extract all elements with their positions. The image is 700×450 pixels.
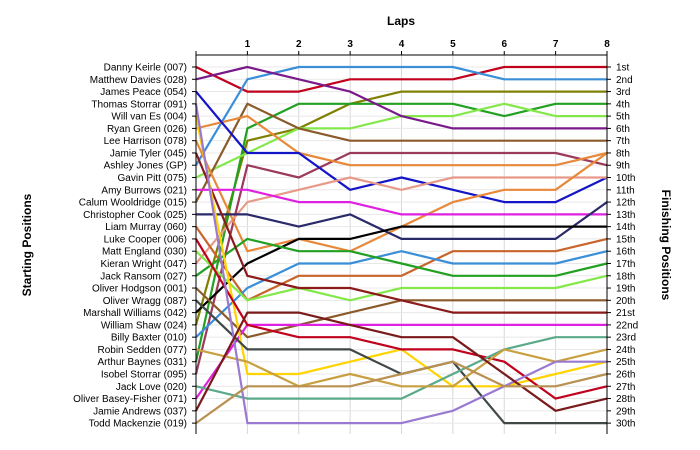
series-line-2 (195, 65, 607, 166)
series-line-7 (195, 102, 607, 203)
starting-position-label: Jamie Andrews (037) (93, 406, 187, 417)
starting-position-label: Ryan Green (026) (107, 124, 187, 135)
starting-position-label: Marshall Williams (042) (83, 308, 187, 319)
starting-position-label: Christopher Cook (025) (83, 210, 187, 221)
finishing-position-label: 3rd (616, 87, 630, 98)
finishing-position-label: 17th (616, 259, 635, 270)
starting-position-label: Calum Wooldridge (015) (79, 198, 187, 209)
starting-position-label: Isobel Storrar (095) (101, 370, 187, 381)
starting-position-label: Jamie Tyler (045) (110, 148, 187, 159)
finishing-position-label: 1st (616, 63, 630, 74)
starting-position-label: Jack Ransom (027) (100, 271, 187, 282)
starting-position-label: William Shaw (024) (101, 320, 187, 331)
series-line-15 (195, 225, 607, 314)
starting-position-label: Amy Burrows (021) (101, 185, 187, 196)
top-axis-label: Laps (387, 14, 415, 28)
x-tick-label: 2 (296, 39, 302, 50)
finishing-position-label: 21st (616, 308, 635, 319)
starting-position-label: Oliver Basey-Fisher (071) (73, 394, 187, 405)
series-line-3 (194, 90, 607, 326)
finishing-position-label: 6th (616, 124, 630, 135)
right-axis-label: Finishing Positions (659, 190, 673, 301)
starting-position-label: Kieran Wright (047) (100, 259, 187, 270)
series-line-4 (194, 102, 607, 362)
series-line-13 (196, 188, 607, 216)
finishing-position-label: 28th (616, 394, 635, 405)
finishing-position-label: 22nd (616, 320, 638, 331)
starting-position-label: Luke Cooper (006) (104, 234, 187, 245)
x-tick-label: 5 (450, 39, 456, 50)
series-line-22 (195, 323, 607, 400)
series-line-1 (195, 65, 607, 93)
finishing-position-label: 8th (616, 148, 630, 159)
finishing-position-label: 29th (616, 406, 635, 417)
finishing-position-label: 5th (616, 112, 630, 123)
x-tick-label: 7 (553, 39, 559, 50)
series-line-28 (194, 103, 607, 425)
finishing-position-label: 24th (616, 345, 635, 356)
series-line-6 (195, 65, 607, 130)
series-line-27 (195, 348, 608, 388)
starting-position-label: Gavin Pitt (075) (118, 173, 187, 184)
starting-position-label: James Peace (054) (100, 87, 187, 98)
finishing-position-label: 9th (616, 161, 630, 172)
series-line-16 (195, 225, 608, 302)
series-line-11 (195, 176, 607, 265)
finishing-position-label: 20th (616, 296, 635, 307)
finishing-position-label: 10th (616, 173, 635, 184)
series-line-9 (195, 114, 608, 167)
series-line-29 (195, 311, 608, 412)
series-line-14 (196, 201, 608, 240)
starting-position-label: Lee Harrison (078) (104, 136, 187, 147)
starting-position-label: Matt England (030) (102, 247, 187, 258)
starting-position-label: Robin Sedden (077) (97, 345, 187, 356)
finishing-position-label: 14th (616, 222, 635, 233)
finishing-position-label: 7th (616, 136, 630, 147)
finishing-position-label: 23rd (616, 333, 636, 344)
finishing-position-label: 16th (616, 247, 635, 258)
finishing-position-label: 25th (616, 357, 635, 368)
starting-position-label: Oliver Hodgson (001) (92, 284, 187, 295)
left-axis-label: Starting Positions (20, 193, 34, 296)
finishing-position-label: 18th (616, 271, 635, 282)
finishing-position-label: 11th (616, 185, 635, 196)
finishing-position-label: 13th (616, 210, 635, 221)
starting-position-label: Liam Murray (060) (105, 222, 187, 233)
series-line-18 (195, 237, 608, 277)
series-line-10 (195, 90, 608, 204)
series-lines (194, 65, 608, 425)
x-tick-label: 8 (604, 39, 610, 50)
starting-position-label: Todd Mackenzie (019) (89, 419, 187, 430)
starting-position-label: Danny Keirle (007) (104, 63, 187, 74)
series-line-19 (195, 250, 608, 302)
series-line-8 (194, 151, 608, 375)
series-line-21 (194, 152, 607, 314)
x-tick-label: 1 (245, 39, 251, 50)
starting-position-label: Billy Baxter (010) (111, 333, 187, 344)
series-line-26 (195, 336, 607, 400)
axes: 1 2 3 4 5 6 7 8 Danny Keirle (007)Matthew Davies… (73, 39, 638, 434)
finishing-position-label: 2nd (616, 75, 633, 86)
starting-position-label: Will van Es (004) (111, 112, 187, 123)
starting-position-label: Thomas Storrar (091) (91, 99, 187, 110)
finishing-position-label: 19th (616, 284, 635, 295)
starting-position-label: Arthur Baynes (031) (98, 357, 188, 368)
finishing-position-label: 26th (616, 370, 635, 381)
finishing-position-label: 4th (616, 99, 630, 110)
starting-position-label: Oliver Wragg (087) (103, 296, 187, 307)
finishing-position-label: 12th (616, 198, 635, 209)
x-tick-label: 3 (347, 39, 353, 50)
finishing-position-label: 15th (616, 234, 635, 245)
starting-position-label: Jack Love (020) (116, 382, 187, 393)
x-tick-label: 4 (399, 39, 405, 50)
starting-position-label: Matthew Davies (028) (90, 75, 187, 86)
finishing-position-label: 30th (616, 419, 635, 430)
finishing-position-label: 27th (616, 382, 635, 393)
series-line-30 (195, 360, 608, 424)
starting-position-label: Ashley Jones (GP) (104, 161, 187, 172)
x-tick-label: 6 (501, 39, 507, 50)
